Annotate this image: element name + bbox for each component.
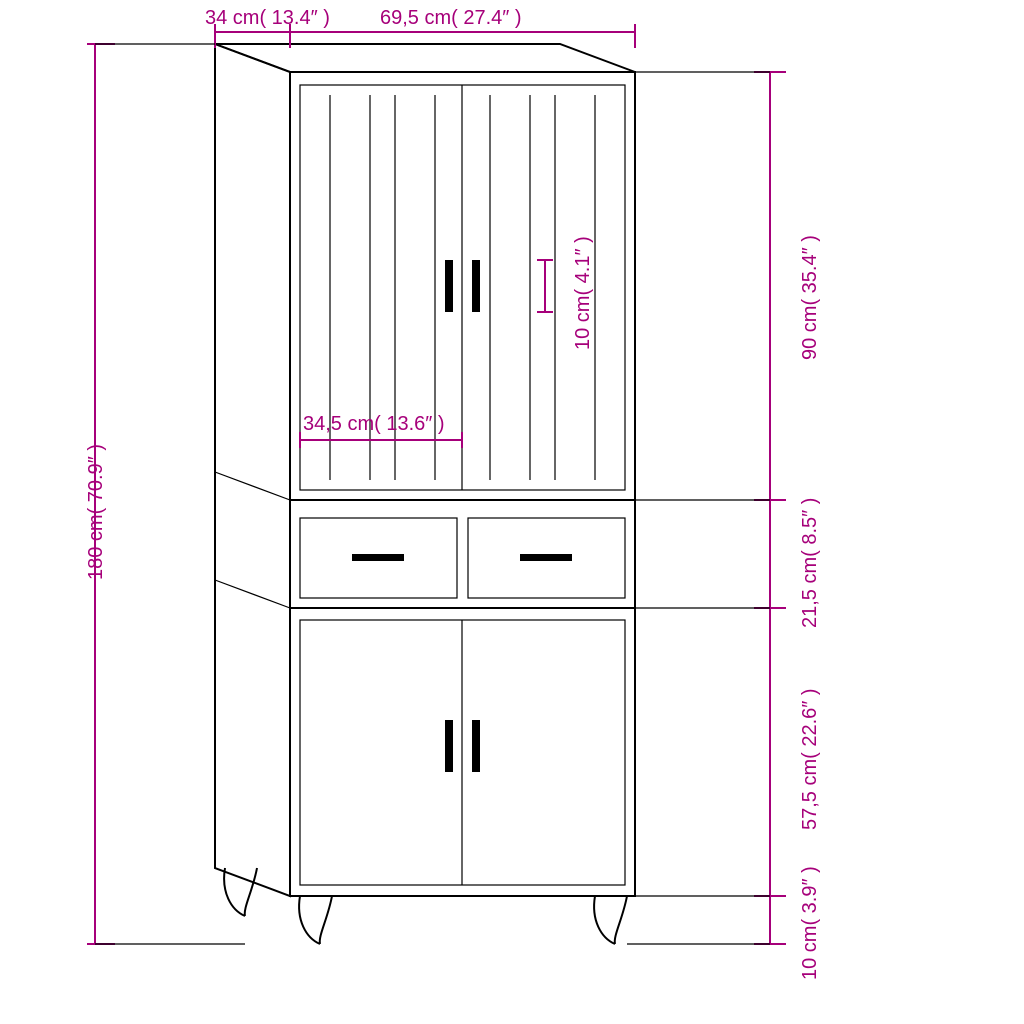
dim-drawer-height [754, 500, 786, 608]
label-height-total: 180 cm( 70.9″ ) [86, 444, 106, 580]
dimension-lines [87, 24, 786, 944]
handle-drawer-left [352, 554, 404, 561]
label-width: 69,5 cm( 27.4″ ) [380, 8, 522, 28]
handle-upper-right [472, 260, 480, 312]
cabinet-drawing [215, 44, 635, 944]
label-handle-length: 10 cm( 4.1″ ) [573, 236, 593, 350]
diagram-svg [0, 0, 1024, 1024]
dim-lower-height [754, 608, 786, 896]
dim-handle-length [537, 260, 553, 312]
label-depth: 34 cm( 13.4″ ) [205, 8, 330, 28]
label-upper-height: 90 cm( 35.4″ ) [800, 235, 820, 360]
label-lower-height: 57,5 cm( 22.6″ ) [800, 688, 820, 830]
label-door-width: 34,5 cm( 13.6″ ) [303, 414, 445, 434]
dim-upper-height [754, 72, 786, 500]
handle-drawer-right [520, 554, 572, 561]
dim-leg-height [754, 896, 786, 944]
label-leg-height: 10 cm( 3.9″ ) [800, 866, 820, 980]
handle-upper-left [445, 260, 453, 312]
handle-lower-right [472, 720, 480, 772]
label-drawer-height: 21,5 cm( 8.5″ ) [800, 498, 820, 628]
handle-lower-left [445, 720, 453, 772]
